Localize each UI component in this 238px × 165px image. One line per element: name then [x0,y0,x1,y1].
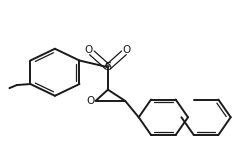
Text: O: O [86,96,94,106]
Text: S: S [104,62,111,72]
Text: O: O [123,45,131,55]
Text: O: O [85,45,93,55]
